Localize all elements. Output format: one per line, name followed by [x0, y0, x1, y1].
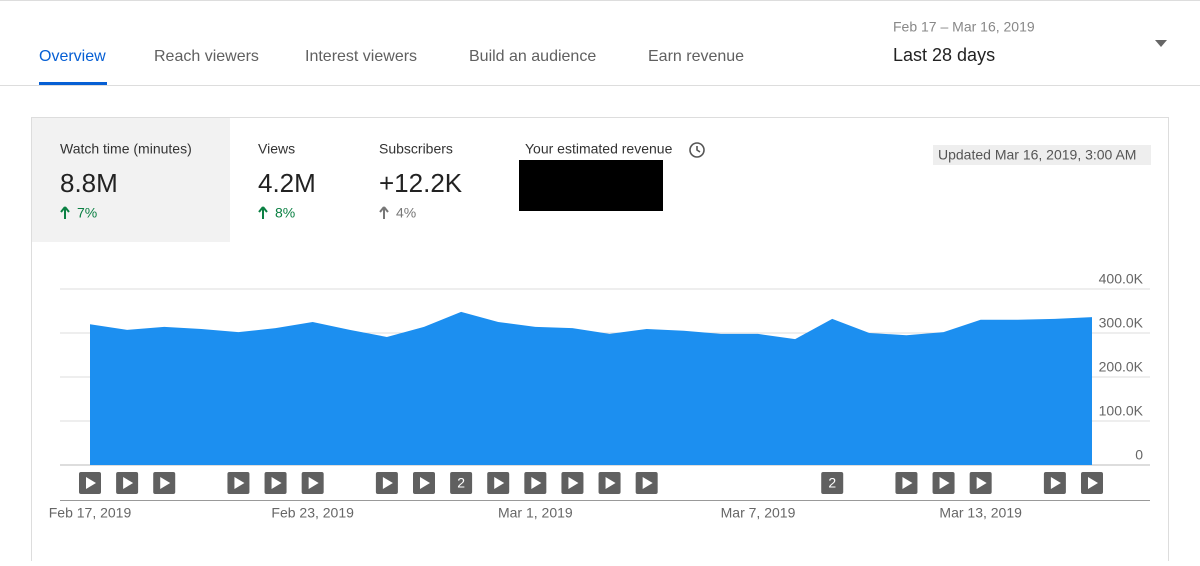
video-marker[interactable] — [895, 472, 918, 494]
x-tick-label: Mar 7, 2019 — [721, 505, 796, 521]
video-marker[interactable] — [1081, 472, 1103, 494]
x-tick-label: Feb 23, 2019 — [271, 505, 354, 521]
area — [90, 311, 1092, 465]
play-icon — [382, 477, 393, 489]
video-marker[interactable] — [487, 472, 510, 494]
video-marker[interactable] — [264, 472, 287, 494]
play-icon — [271, 477, 282, 489]
up-arrow — [60, 206, 70, 219]
play-icon — [234, 477, 245, 489]
metric-change: 8% — [275, 205, 295, 221]
marker-box — [450, 472, 473, 494]
video-marker[interactable] — [524, 472, 547, 494]
play-icon — [902, 477, 913, 489]
play-icon — [160, 477, 171, 489]
chart: 0 100.0K 200.0K 300.0K 400.0K Feb 17, 2019 Feb… — [49, 271, 1150, 521]
x-tick-label: Feb 17, 2019 — [49, 505, 132, 521]
updated-text: Updated Mar 16, 2019, 3:00 AM — [938, 147, 1136, 163]
marker-count: 2 — [828, 475, 836, 491]
y-tick-label: 300.0K — [1099, 315, 1144, 331]
metric-label[interactable]: Views — [258, 141, 295, 157]
y-tick-label: 200.0K — [1099, 359, 1144, 375]
video-marker[interactable] — [301, 472, 324, 494]
metric-change: 4% — [396, 205, 416, 221]
tab-active[interactable]: Overview — [39, 48, 106, 65]
metric-value: 8.8M — [60, 168, 118, 198]
play-icon — [123, 477, 134, 489]
play-icon — [494, 477, 505, 489]
play-icon — [605, 477, 616, 489]
tab[interactable]: Build an audience — [469, 48, 596, 65]
metric-value: 4.2M — [258, 168, 316, 198]
play-icon — [568, 477, 579, 489]
dropdown-arrow[interactable] — [1155, 40, 1167, 47]
video-marker[interactable] — [375, 472, 398, 494]
tab[interactable]: Earn revenue — [648, 48, 744, 65]
updated-chip — [933, 145, 1151, 165]
metric-label[interactable]: Your estimated revenue — [525, 141, 673, 157]
play-icon — [642, 477, 653, 489]
video-marker[interactable]: 2 — [821, 472, 844, 494]
play-icon — [939, 477, 950, 489]
tab[interactable]: Reach viewers — [154, 48, 259, 65]
clock-hands — [696, 146, 701, 153]
video-marker[interactable] — [635, 472, 658, 494]
metric-change: 7% — [77, 205, 97, 221]
date-range: Feb 17 – Mar 16, 2019 — [893, 19, 1035, 35]
play-icon — [976, 477, 987, 489]
video-marker[interactable] — [932, 472, 955, 494]
y-tick-label: 100.0K — [1099, 403, 1144, 419]
video-marker[interactable] — [969, 472, 992, 494]
video-marker[interactable] — [116, 472, 139, 494]
x-tick-label: Mar 1, 2019 — [498, 505, 573, 521]
y-tick-label: 0 — [1135, 447, 1143, 463]
video-marker[interactable]: 2 — [450, 472, 473, 494]
selected-metric[interactable] — [32, 118, 230, 242]
y-tick-label: 400.0K — [1099, 271, 1144, 287]
marker-count: 2 — [457, 475, 465, 491]
play-icon — [420, 477, 430, 489]
x-tick-label: Mar 13, 2019 — [939, 505, 1022, 521]
redacted-value — [519, 160, 663, 211]
play-icon — [308, 477, 319, 489]
video-marker[interactable] — [227, 472, 250, 494]
video-marker[interactable] — [413, 472, 435, 494]
period-select[interactable]: Last 28 days — [893, 45, 995, 65]
up-arrow — [258, 206, 268, 219]
play-icon — [1088, 477, 1098, 489]
video-marker[interactable] — [598, 472, 621, 494]
play-icon — [1050, 477, 1061, 489]
metric-label: Watch time (minutes) — [60, 141, 192, 157]
play-icon — [86, 477, 96, 489]
metric-value: +12.2K — [379, 168, 463, 198]
metric-label[interactable]: Subscribers — [379, 141, 453, 157]
marker-box — [821, 472, 844, 494]
video-marker[interactable] — [561, 472, 584, 494]
up-arrow — [379, 206, 389, 219]
play-icon — [531, 477, 542, 489]
video-marker[interactable] — [1043, 472, 1066, 494]
video-marker[interactable] — [153, 472, 176, 494]
tab-underline — [39, 82, 107, 85]
clock-icon — [689, 142, 705, 158]
video-marker[interactable] — [79, 472, 101, 494]
tab[interactable]: Interest viewers — [305, 48, 417, 65]
